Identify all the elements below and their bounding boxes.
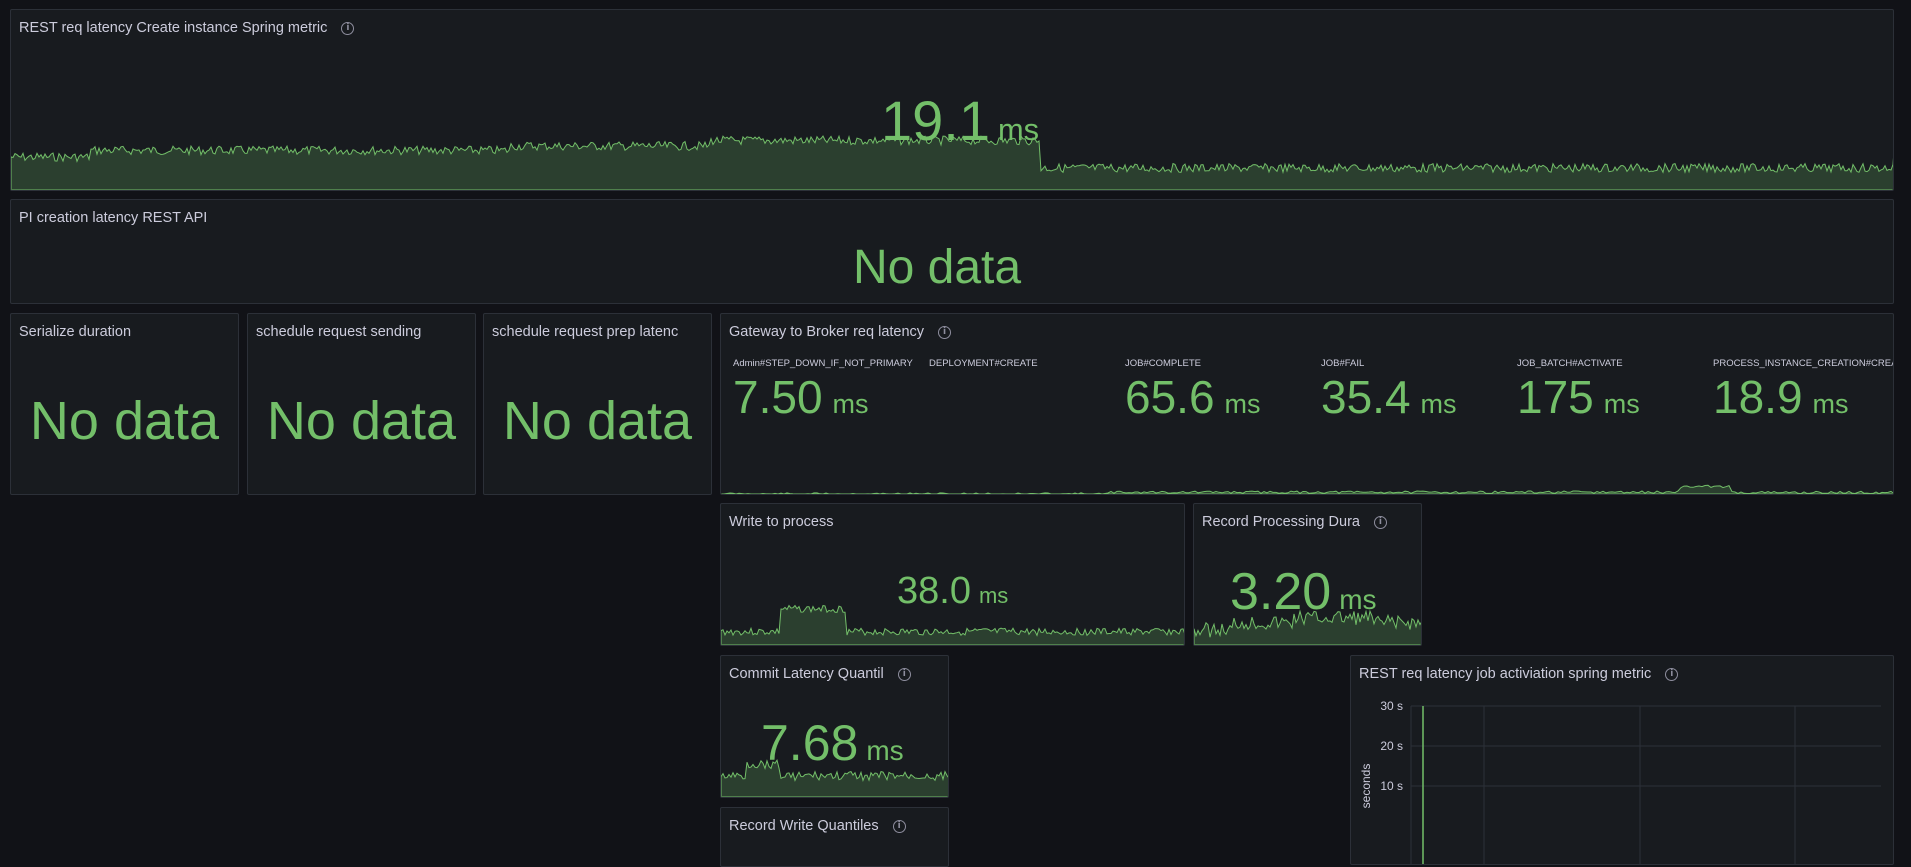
y-tick-label: 20 s xyxy=(1380,739,1403,753)
stat-value: 65.6 ms xyxy=(1125,370,1261,424)
stat-unit: ms xyxy=(832,389,869,419)
info-icon[interactable]: i xyxy=(341,21,355,35)
y-tick-label: 10 s xyxy=(1380,779,1403,793)
write-to-process-panel[interactable]: Write to process 38.0 ms xyxy=(720,503,1185,646)
sparkline xyxy=(721,758,948,797)
stat-value: 18.9 ms xyxy=(1713,370,1849,424)
stat-number: 35.4 xyxy=(1321,371,1411,423)
no-data-text: No data xyxy=(502,391,693,451)
stat-label: JOB#FAIL xyxy=(1321,358,1365,369)
panel-title[interactable]: schedule request prep latenc xyxy=(492,323,703,341)
panel-title[interactable]: Serialize duration xyxy=(19,323,131,341)
panel-title-text: REST req latency Create instance Spring … xyxy=(19,20,328,36)
stat-value: 3.20 ms xyxy=(1230,562,1377,622)
panel-title-text: Write to process xyxy=(729,514,834,530)
x-grid xyxy=(1410,706,1796,864)
gateway-broker-latency-panel[interactable]: Gateway to Broker req latency i Admin#ST… xyxy=(720,313,1894,495)
stat-value: 19.1 ms xyxy=(881,88,1039,153)
info-icon[interactable]: i xyxy=(892,819,906,833)
stat-unit: ms xyxy=(1812,389,1849,419)
pi-creation-latency-panel[interactable]: PI creation latency REST API No data xyxy=(10,199,1894,304)
stat-unit: ms xyxy=(978,583,1009,608)
record-processing-duration-panel[interactable]: Record Processing Dura i 3.20 ms xyxy=(1193,503,1422,646)
stat-unit: ms xyxy=(866,735,904,766)
stat-unit: ms xyxy=(998,112,1040,147)
info-icon[interactable]: i xyxy=(1373,515,1387,529)
stat-value: 7.50 ms xyxy=(733,370,869,424)
info-icon[interactable]: i xyxy=(1665,667,1679,681)
sparkline xyxy=(721,484,1893,494)
panel-title[interactable]: schedule request sending xyxy=(256,323,421,341)
record-write-quantiles-panel[interactable]: Record Write Quantiles i xyxy=(720,807,949,867)
panel-title[interactable]: REST req latency job activiation spring … xyxy=(1359,665,1679,683)
panel-title-text: Gateway to Broker req latency xyxy=(729,324,925,340)
commit-latency-panel[interactable]: Commit Latency Quantil i 7.68 ms xyxy=(720,655,949,798)
panel-title-text: Serialize duration xyxy=(19,324,132,340)
panel-title-text: schedule request prep latenc xyxy=(492,324,679,340)
stat-number: 7.50 xyxy=(733,371,823,423)
stat-label: JOB_BATCH#ACTIVATE xyxy=(1517,358,1623,369)
stat-number: 18.9 xyxy=(1713,371,1803,423)
no-data-text: No data xyxy=(29,391,220,451)
stat-unit: ms xyxy=(1224,389,1261,419)
panel-title-text: Commit Latency Quantil xyxy=(729,666,884,682)
panel-title-text: Record Write Quantiles xyxy=(729,818,879,834)
schedule-request-prep-panel[interactable]: schedule request prep latenc No data xyxy=(483,313,712,495)
stat-number: 7.68 xyxy=(761,715,859,771)
stat-label: JOB#COMPLETE xyxy=(1125,358,1202,369)
panel-title[interactable]: Commit Latency Quantil i xyxy=(729,665,911,683)
stat-number: 38.0 xyxy=(897,570,971,612)
stat-value: 7.68 ms xyxy=(761,714,904,772)
panel-title[interactable]: Record Processing Dura i xyxy=(1202,513,1387,531)
stat-unit: ms xyxy=(1603,389,1640,419)
panel-title[interactable]: Write to process xyxy=(729,513,834,531)
stat-number: 3.20 xyxy=(1230,563,1332,621)
panel-title-text: PI creation latency REST API xyxy=(19,210,208,226)
panel-title-text: REST req latency job activiation spring … xyxy=(1359,666,1652,682)
panel-title[interactable]: REST req latency Create instance Spring … xyxy=(19,19,355,37)
rest-job-activation-panel[interactable]: REST req latency job activiation spring … xyxy=(1350,655,1894,865)
stat-unit: ms xyxy=(1339,584,1377,615)
y-tick-label: 30 s xyxy=(1380,699,1403,713)
panel-title-text: Record Processing Dura xyxy=(1202,514,1360,530)
y-grid: 30 s 20 s 10 s xyxy=(1380,699,1881,793)
stat-value: 175 ms xyxy=(1517,370,1640,424)
info-icon[interactable]: i xyxy=(938,325,952,339)
panel-title-text: schedule request sending xyxy=(256,324,422,340)
stat-value: 35.4 ms xyxy=(1321,370,1457,424)
panel-title[interactable]: PI creation latency REST API xyxy=(19,209,207,227)
stat-label: DEPLOYMENT#CREATE xyxy=(929,358,1038,369)
no-data-text: No data xyxy=(266,391,457,451)
stat-number: 175 xyxy=(1517,371,1594,423)
stat-unit: ms xyxy=(1420,389,1457,419)
stat-label: PROCESS_INSTANCE_CREATION#CREATE xyxy=(1713,358,1894,369)
serialize-duration-panel[interactable]: Serialize duration No data xyxy=(10,313,239,495)
y-axis-label: seconds xyxy=(1359,764,1373,809)
panel-title[interactable]: Record Write Quantiles i xyxy=(729,817,906,835)
sparkline xyxy=(11,134,1893,190)
info-icon[interactable]: i xyxy=(897,667,911,681)
sparkline xyxy=(721,604,1184,645)
sparkline xyxy=(1194,609,1421,645)
stat-number: 19.1 xyxy=(881,89,990,152)
rest-create-latency-panel[interactable]: REST req latency Create instance Spring … xyxy=(10,9,1894,191)
no-data-text: No data xyxy=(852,241,1022,294)
panel-title[interactable]: Gateway to Broker req latency i xyxy=(729,323,952,341)
stat-label: Admin#STEP_DOWN_IF_NOT_PRIMARY xyxy=(733,358,913,369)
stat-number: 65.6 xyxy=(1125,371,1215,423)
timeseries-chart: seconds 30 s 20 s 10 s xyxy=(1359,699,1881,864)
schedule-request-sending-panel[interactable]: schedule request sending No data xyxy=(247,313,476,495)
stat-value: 38.0 ms xyxy=(897,570,1008,613)
